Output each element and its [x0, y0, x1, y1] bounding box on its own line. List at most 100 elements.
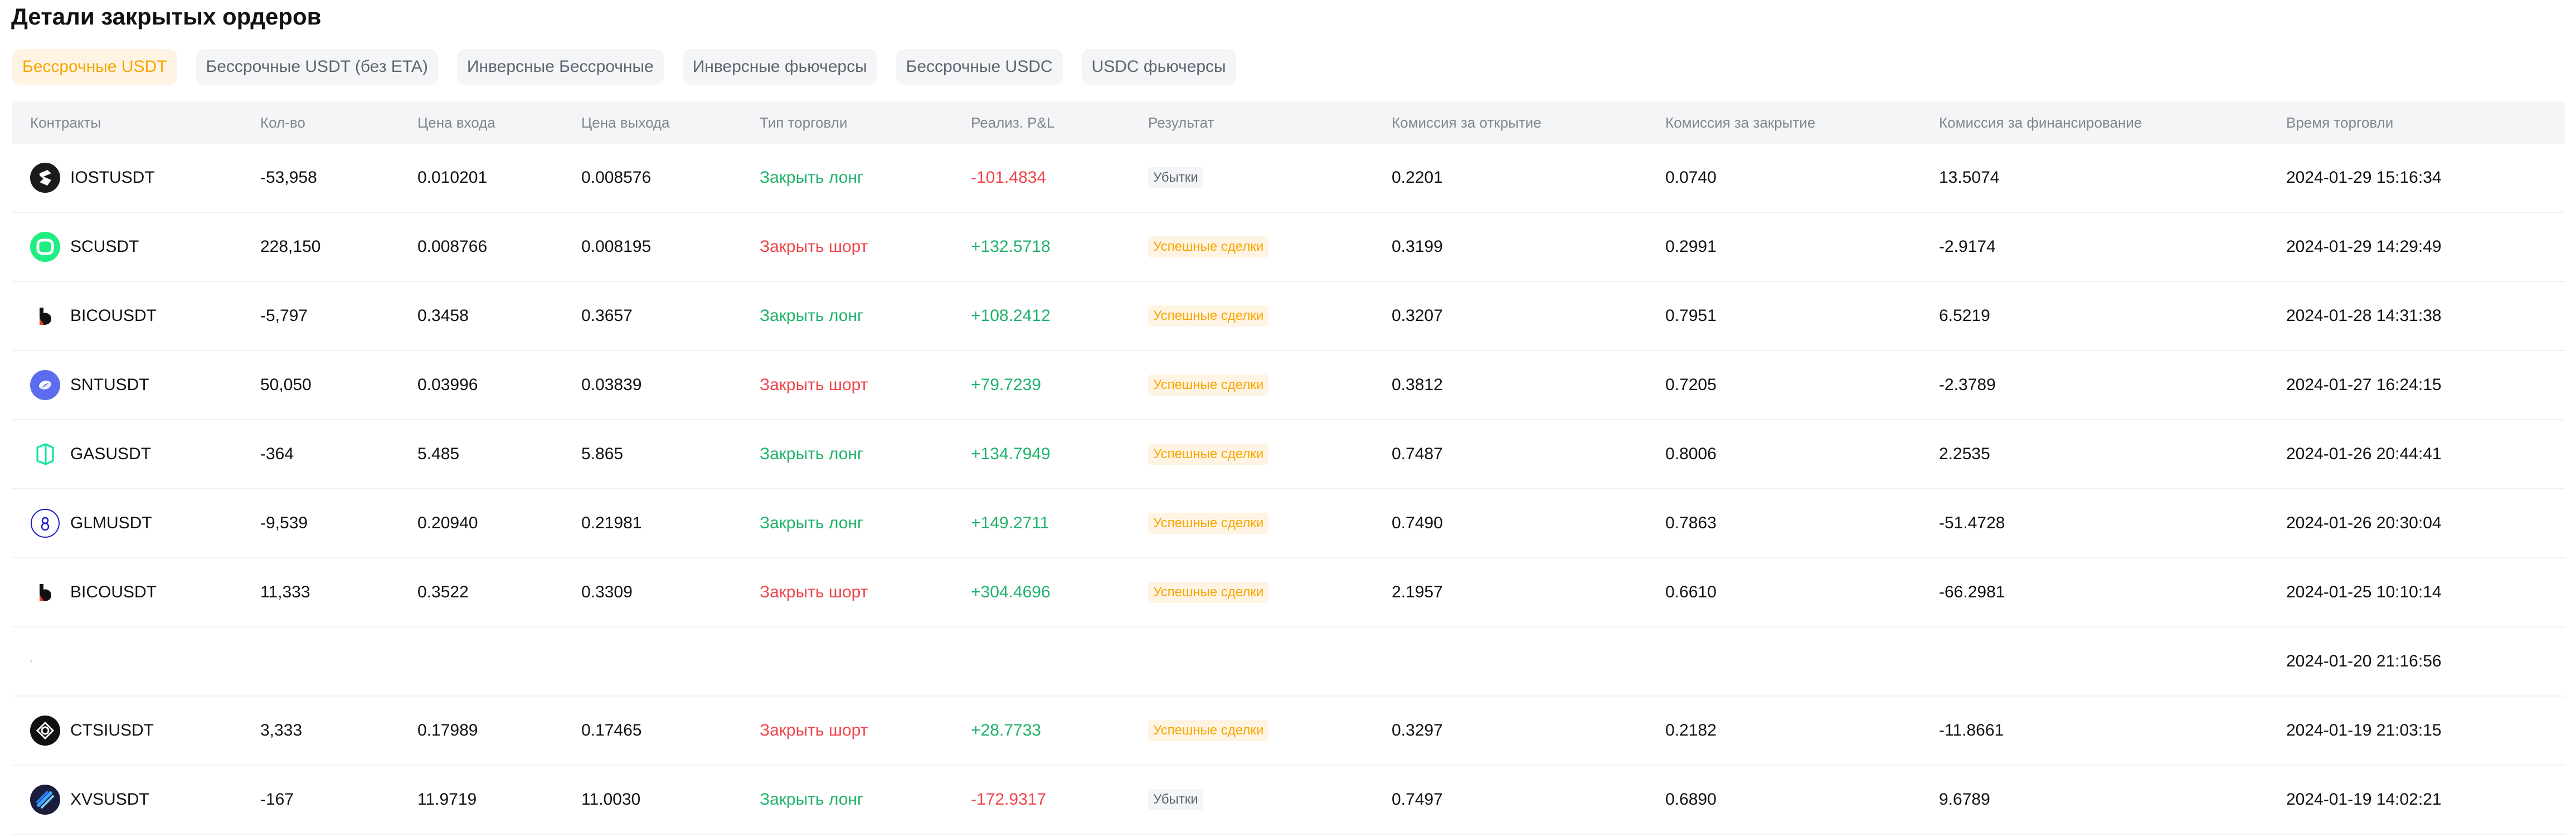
- realized-pnl-cell: +149.2711: [971, 514, 1049, 532]
- qty-cell: 50,050: [260, 376, 312, 394]
- result-cell: Успешные сделки: [1148, 420, 1269, 488]
- close-fee-cell: 0.7951: [1665, 306, 1717, 325]
- contract-symbol[interactable]: BICOUSDT: [70, 306, 157, 325]
- close-fee-cell: 0.8006: [1665, 445, 1717, 463]
- trade-time-cell: 2024-01-29 14:29:49: [2286, 237, 2442, 256]
- result-badge: Успешные сделки: [1148, 513, 1269, 534]
- column-header-trade-type[interactable]: Тип торговли: [760, 114, 848, 131]
- column-header-trade-time[interactable]: Время торговли: [2286, 114, 2394, 131]
- trade-type-cell: Закрыть лонг: [760, 306, 863, 325]
- trade-type-cell: Закрыть шорт: [760, 721, 868, 739]
- qty-cell: 11,333: [260, 583, 310, 601]
- table-row[interactable]: 2024-01-20 21:16:56: [12, 627, 2565, 697]
- result-cell: Успешные сделки: [1148, 558, 1269, 626]
- qty-cell: -5,797: [260, 306, 308, 325]
- column-header-exit-price[interactable]: Цена выхода: [581, 114, 670, 131]
- realized-pnl-cell: +28.7733: [971, 721, 1041, 739]
- column-header-entry-price[interactable]: Цена входа: [417, 114, 495, 131]
- table-row[interactable]: GASUSDT -364 5.485 5.865 Закрыть лонг +134.79…: [12, 420, 2565, 489]
- funding-fee-cell: -51.4728: [1939, 514, 2005, 532]
- contract-symbol[interactable]: SCUSDT: [70, 237, 139, 256]
- table-body: IOSTUSDT -53,958 0.010201 0.008576 Закрыть л…: [12, 144, 2565, 835]
- open-fee-cell: 0.3812: [1392, 376, 1443, 394]
- table-row[interactable]: BICOUSDT 11,333 0.3522 0.3309 Закрыть шорт +3…: [12, 558, 2565, 627]
- contract-symbol[interactable]: SNTUSDT: [70, 376, 149, 394]
- close-fee-cell: 0.2991: [1665, 237, 1717, 256]
- contract-symbol[interactable]: CTSIUSDT: [70, 721, 154, 739]
- result-badge: Убытки: [1148, 789, 1203, 810]
- entry-price-cell: 0.008766: [417, 237, 488, 256]
- realized-pnl-cell: -101.4834: [971, 168, 1047, 187]
- open-fee-cell: 0.3199: [1392, 237, 1443, 256]
- contract-cell: GLMUSDT: [30, 489, 152, 557]
- result-badge: Успешные сделки: [1148, 444, 1269, 465]
- column-header-result[interactable]: Результат: [1148, 114, 1214, 131]
- table-row[interactable]: SCUSDT 228,150 0.008766 0.008195 Закрыть шор…: [12, 213, 2565, 282]
- result-badge: Успешные сделки: [1148, 582, 1269, 603]
- column-header-qty[interactable]: Кол-во: [260, 114, 305, 131]
- result-badge: Успешные сделки: [1148, 236, 1269, 257]
- trade-time-cell: 2024-01-26 20:30:04: [2286, 514, 2442, 532]
- open-fee-cell: 0.7497: [1392, 790, 1443, 809]
- result-cell: Успешные сделки: [1148, 351, 1269, 419]
- column-header-realized-pnl[interactable]: Реализ. P&L: [971, 114, 1055, 131]
- contract-symbol[interactable]: IOSTUSDT: [70, 168, 155, 187]
- column-header-open-fee[interactable]: Комиссия за открытие: [1392, 114, 1542, 131]
- trade-time-cell: 2024-01-19 21:03:15: [2286, 721, 2442, 739]
- contract-cell: BICOUSDT: [30, 282, 157, 350]
- open-fee-cell: 0.7487: [1392, 445, 1443, 463]
- exit-price-cell: 0.03839: [581, 376, 642, 394]
- tab-4[interactable]: Бессрочные USDC: [896, 49, 1063, 85]
- funding-fee-cell: 2.2535: [1939, 445, 1990, 463]
- tab-5[interactable]: USDC фьючерсы: [1081, 49, 1236, 85]
- table-row[interactable]: GLMUSDT -9,539 0.20940 0.21981 Закрыть лонг +…: [12, 489, 2565, 558]
- tab-1[interactable]: Бессрочные USDT (без ETA): [196, 49, 438, 85]
- xvs-icon: [30, 785, 60, 815]
- trade-type-cell: Закрыть шорт: [760, 376, 868, 394]
- tab-2[interactable]: Инверсные Бессрочные: [456, 49, 664, 85]
- table-row[interactable]: CTSIUSDT 3,333 0.17989 0.17465 Закрыть шорт +…: [12, 697, 2565, 766]
- glm-icon: [30, 508, 60, 538]
- result-cell: Успешные сделки: [1148, 282, 1269, 350]
- contract-cell: [30, 627, 32, 695]
- contract-symbol[interactable]: GLMUSDT: [70, 514, 152, 532]
- table-row[interactable]: XVSUSDT -167 11.9719 11.0030 Закрыть лонг -17…: [12, 766, 2565, 835]
- result-badge: Успешные сделки: [1148, 374, 1269, 396]
- column-header-close-fee[interactable]: Комиссия за закрытие: [1665, 114, 1816, 131]
- open-fee-cell: 2.1957: [1392, 583, 1443, 601]
- table-row[interactable]: SNTUSDT 50,050 0.03996 0.03839 Закрыть шорт +…: [12, 351, 2565, 420]
- qty-cell: -53,958: [260, 168, 317, 187]
- result-cell: Успешные сделки: [1148, 213, 1269, 281]
- close-fee-cell: 0.6890: [1665, 790, 1717, 809]
- column-header-funding-fee[interactable]: Комиссия за финансирование: [1939, 114, 2142, 131]
- placeholder-dot: [30, 660, 32, 663]
- tab-3[interactable]: Инверсные фьючерсы: [682, 49, 877, 85]
- result-badge: Успешные сделки: [1148, 305, 1269, 327]
- trade-time-cell: 2024-01-26 20:44:41: [2286, 445, 2442, 463]
- contract-cell: SCUSDT: [30, 213, 139, 281]
- exit-price-cell: 0.008576: [581, 168, 652, 187]
- entry-price-cell: 0.010201: [417, 168, 488, 187]
- trade-time-cell: 2024-01-19 14:02:21: [2286, 790, 2442, 809]
- contract-symbol[interactable]: BICOUSDT: [70, 583, 157, 601]
- column-header-contract[interactable]: Контракты: [30, 114, 101, 131]
- close-fee-cell: 0.7205: [1665, 376, 1717, 394]
- trade-type-cell: Закрыть лонг: [760, 445, 863, 463]
- trade-time-cell: 2024-01-27 16:24:15: [2286, 376, 2442, 394]
- funding-fee-cell: 9.6789: [1939, 790, 1990, 809]
- market-tabs: Бессрочные USDT Бессрочные USDT (без ETA)…: [12, 49, 1236, 85]
- trade-type-cell: Закрыть лонг: [760, 168, 863, 187]
- contract-symbol[interactable]: XVSUSDT: [70, 790, 149, 809]
- table-header: Контракты Кол-во Цена входа Цена выхода …: [12, 101, 2565, 144]
- bico-icon: [30, 301, 60, 331]
- contract-cell: SNTUSDT: [30, 351, 149, 419]
- entry-price-cell: 0.3522: [417, 583, 469, 601]
- funding-fee-cell: -2.3789: [1939, 376, 1996, 394]
- tab-0[interactable]: Бессрочные USDT: [12, 49, 177, 85]
- table-row[interactable]: IOSTUSDT -53,958 0.010201 0.008576 Закрыть л…: [12, 144, 2565, 213]
- contract-symbol[interactable]: GASUSDT: [70, 445, 152, 463]
- table-row[interactable]: BICOUSDT -5,797 0.3458 0.3657 Закрыть лонг +1…: [12, 282, 2565, 351]
- contract-cell: XVSUSDT: [30, 766, 149, 834]
- trade-time-cell: 2024-01-28 14:31:38: [2286, 306, 2442, 325]
